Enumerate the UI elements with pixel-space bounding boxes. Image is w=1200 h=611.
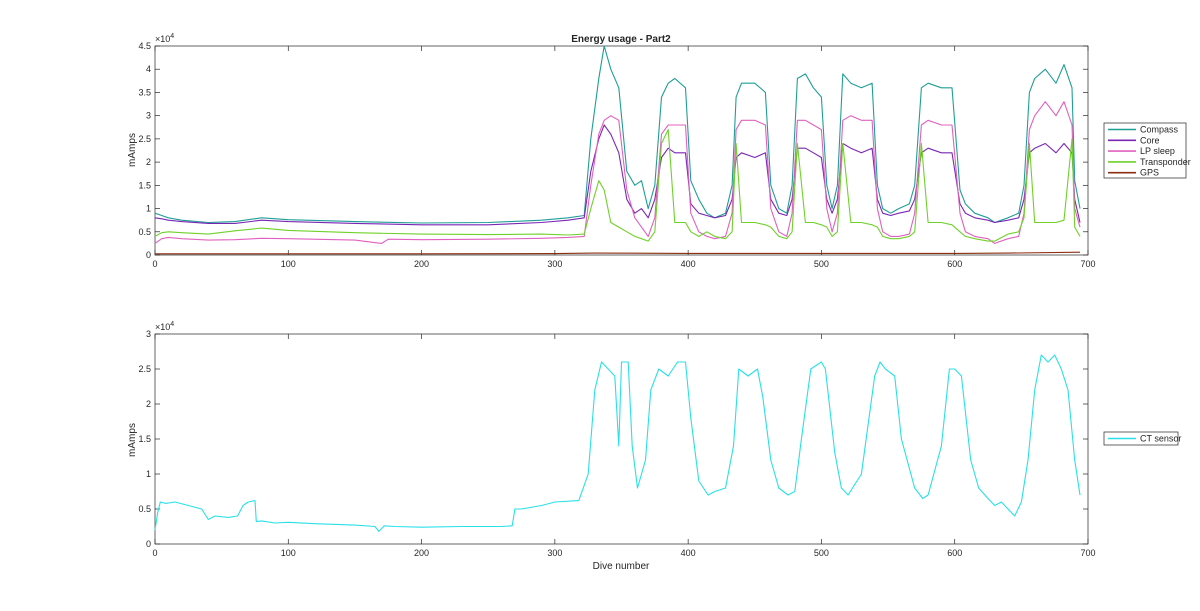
series-line-ct-sensor xyxy=(154,354,1081,532)
x-tick-label: 200 xyxy=(414,548,429,558)
y-tick-label: 1.5 xyxy=(138,434,151,444)
y-tick-label: 2 xyxy=(146,399,151,409)
x-axis-ticks: 0 100 200 300 400 500 600 700 xyxy=(152,334,1096,558)
y-tick-label: 0 xyxy=(146,250,151,260)
series-lines xyxy=(154,354,1081,532)
legend-label: Transponder xyxy=(1140,157,1191,167)
y-tick-label: 2.5 xyxy=(138,134,151,144)
legend-label: GPS xyxy=(1140,168,1159,178)
x-tick-label: 200 xyxy=(414,259,429,269)
x-tick-label: 600 xyxy=(947,548,962,558)
y-tick-label: 4.5 xyxy=(138,41,151,51)
series-line-transponder xyxy=(154,129,1081,242)
y-tick-label: 1.5 xyxy=(138,180,151,190)
y-tick-label: 0.5 xyxy=(138,227,151,237)
y-tick-label: 4 xyxy=(146,64,151,74)
y-tick-label: 0.5 xyxy=(138,504,151,514)
x-axis-ticks: 0 100 200 300 400 500 600 700 xyxy=(152,46,1096,269)
legend-label: Compass xyxy=(1140,125,1179,135)
energy-usage-plot: Energy usage - Part2 0 100 200 300 400 500 600… xyxy=(127,33,1191,269)
x-tick-label: 0 xyxy=(152,548,157,558)
y-exponent-label: ×104 xyxy=(155,321,174,332)
y-tick-label: 1 xyxy=(146,204,151,214)
y-exponent-label: ×104 xyxy=(155,33,174,44)
y-tick-label: 1 xyxy=(146,469,151,479)
y-tick-label: 2.5 xyxy=(138,364,151,374)
y-tick-label: 3 xyxy=(146,329,151,339)
legend-box xyxy=(1103,431,1179,446)
x-tick-label: 500 xyxy=(814,259,829,269)
series-line-core xyxy=(154,124,1081,226)
x-tick-label: 600 xyxy=(947,259,962,269)
y-tick-label: 3 xyxy=(146,111,151,121)
ct-sensor-plot: 0 100 200 300 400 500 600 700 0 0.5 1 1.5 2 2.5 3 ×10… xyxy=(127,321,1181,572)
chart-title: Energy usage - Part2 xyxy=(571,34,671,45)
x-tick-label: 100 xyxy=(281,548,296,558)
x-tick-label: 500 xyxy=(814,548,829,558)
x-tick-label: 400 xyxy=(681,259,696,269)
x-axis-label: Dive number xyxy=(593,561,650,572)
x-tick-label: 700 xyxy=(1080,259,1095,269)
y-tick-label: 2 xyxy=(146,157,151,167)
y-axis-ticks: 0 0.5 1 1.5 2 2.5 3 xyxy=(138,329,1088,549)
y-axis-ticks: 0 0.5 1 1.5 2 2.5 3 3.5 4 4.5 xyxy=(138,41,1088,260)
x-tick-label: 700 xyxy=(1080,548,1095,558)
y-axis-label: mAmps xyxy=(127,423,138,457)
x-tick-label: 300 xyxy=(547,548,562,558)
series-lines xyxy=(154,45,1081,255)
y-tick-label: 3.5 xyxy=(138,87,151,97)
legend-label: LP sleep xyxy=(1140,146,1175,156)
series-line-lp-sleep xyxy=(154,101,1081,244)
x-tick-label: 100 xyxy=(281,259,296,269)
y-tick-label: 0 xyxy=(146,539,151,549)
series-line-gps xyxy=(155,251,1081,255)
legend-label: CT sensor xyxy=(1140,434,1181,444)
y-axis-label: mAmps xyxy=(127,133,138,167)
legend-label: Core xyxy=(1140,135,1160,145)
x-tick-label: 300 xyxy=(547,259,562,269)
legend[interactable]: CT sensor xyxy=(1103,431,1181,446)
x-tick-label: 400 xyxy=(681,548,696,558)
x-tick-label: 0 xyxy=(152,259,157,269)
